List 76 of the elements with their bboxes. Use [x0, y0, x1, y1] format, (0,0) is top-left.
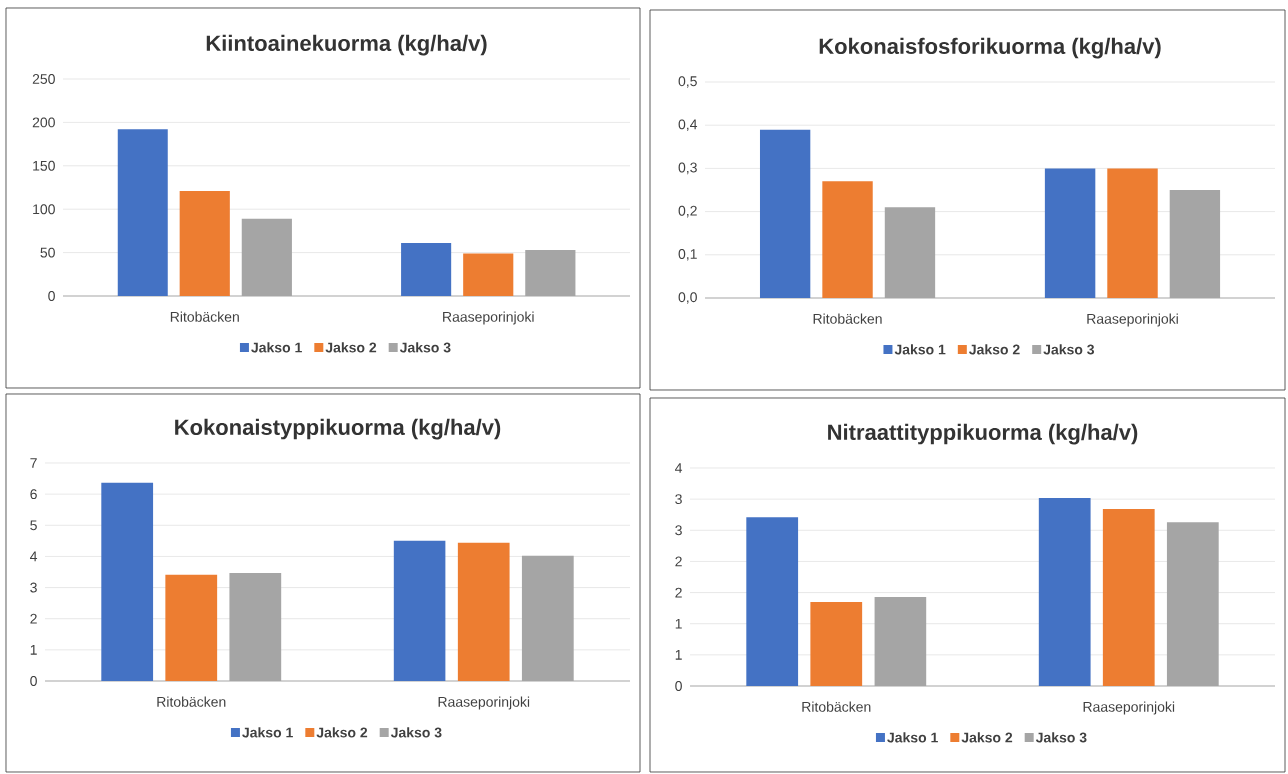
y-tick-label: 0,2	[678, 205, 697, 218]
bar	[1166, 522, 1219, 686]
x-tick-label: Ritobäcken	[157, 696, 226, 707]
bar	[1044, 168, 1096, 298]
y-tick-label: 200	[32, 117, 55, 128]
legend-label: Jakso 1	[894, 344, 946, 355]
legend-label: Jakso 2	[325, 342, 377, 353]
bar	[393, 540, 446, 681]
y-tick-label: 4	[29, 551, 38, 562]
x-tick-label: Raaseporinjoki	[1083, 701, 1175, 715]
bar	[1102, 509, 1155, 686]
legend-label: Jakso 3	[399, 342, 451, 353]
x-tick-label: Raaseporinjoki	[1087, 313, 1178, 327]
y-tick-label: 1	[675, 618, 682, 629]
bar	[165, 574, 218, 681]
y-tick-label: 0	[675, 681, 682, 691]
bar	[884, 207, 936, 298]
chart-title: Kokonaisfosforikuorma (kg/ha/v)	[819, 37, 1161, 59]
x-tick-label: Ritobäcken	[170, 311, 239, 322]
y-tick-label: 6	[30, 489, 37, 500]
y-tick-label: 0,5	[678, 76, 697, 88]
y-tick-label: 2	[675, 556, 682, 567]
y-tick-label: 1	[675, 650, 682, 660]
legend-label: Jakso 2	[969, 344, 1020, 355]
y-tick-label: 0,1	[678, 249, 697, 261]
y-tick-label: 3	[675, 525, 682, 536]
bar	[1107, 168, 1158, 298]
bar	[117, 129, 168, 296]
bar	[874, 596, 927, 686]
bar	[401, 243, 452, 296]
bar	[746, 517, 799, 686]
y-tick-label: 5	[30, 520, 37, 531]
y-tick-label: 0	[30, 676, 37, 686]
legend-label: Jakso 1	[242, 727, 293, 738]
bar	[179, 190, 230, 296]
legend-label: Jakso 3	[1043, 344, 1095, 355]
legend-label: Jakso 1	[251, 342, 302, 353]
y-tick-label: 0,4	[678, 119, 698, 131]
bar	[101, 482, 154, 681]
y-tick-label: 1	[30, 645, 37, 655]
x-tick-label: Ritobäcken	[802, 701, 871, 712]
y-tick-label: 0,3	[678, 162, 697, 175]
bar	[521, 555, 574, 681]
bar	[1038, 497, 1091, 686]
bar	[229, 572, 282, 681]
y-tick-label: 7	[30, 458, 37, 468]
x-tick-label: Raaseporinjoki	[443, 311, 534, 325]
bar	[759, 129, 811, 298]
x-tick-label: Ritobäcken	[813, 313, 882, 324]
legend-label: Jakso 3	[390, 727, 442, 738]
x-tick-label: Raaseporinjoki	[438, 696, 530, 710]
legend-label: Jakso 2	[961, 732, 1013, 743]
legend-label: Jakso 1	[887, 732, 938, 743]
y-tick-label: 4	[675, 463, 683, 473]
bar	[525, 249, 576, 296]
y-tick-label: 2	[675, 587, 682, 598]
bar	[810, 601, 863, 686]
y-tick-label: 0,0	[678, 292, 697, 304]
bar	[241, 218, 292, 296]
y-tick-label: 150	[33, 160, 55, 171]
bar	[822, 181, 873, 298]
legend-label: Jakso 2	[316, 727, 368, 738]
chart-title: Kiintoainekuorma (kg/ha/v)	[206, 34, 487, 56]
y-tick-label: 100	[33, 204, 55, 215]
y-tick-label: 2	[30, 613, 37, 624]
chart-title: Kokonaistyppikuorma (kg/ha/v)	[175, 418, 501, 440]
y-tick-label: 50	[40, 247, 55, 258]
bar	[463, 253, 514, 296]
legend-label: Jakso 3	[1035, 732, 1087, 743]
chart-title: Nitraattityppikuorma (kg/ha/v)	[828, 423, 1138, 445]
y-tick-label: 3	[30, 582, 37, 593]
y-tick-label: 0	[48, 291, 55, 301]
y-tick-label: 250	[32, 74, 55, 84]
y-tick-label: 3	[675, 494, 682, 505]
bar	[1169, 190, 1221, 298]
bar	[457, 542, 510, 681]
